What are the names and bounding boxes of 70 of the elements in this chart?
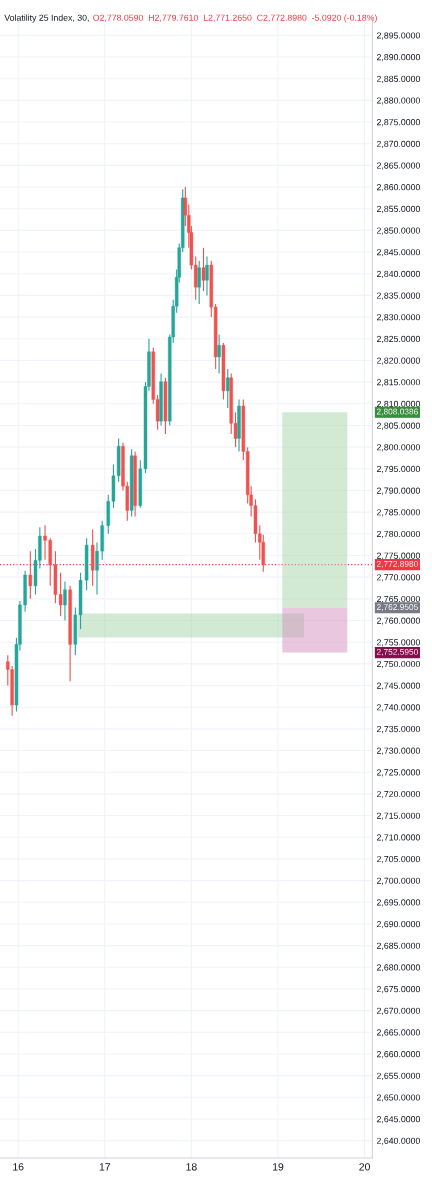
- y-tick-label: 2,890.0000: [376, 54, 420, 62]
- y-tick-label: 2,770.0000: [376, 574, 420, 582]
- y-tick-label: 2,660.0000: [376, 1051, 420, 1059]
- y-tick-label: 2,885.0000: [376, 75, 420, 83]
- x-tick-label: 20: [359, 1163, 370, 1171]
- y-tick-label: 2,840.0000: [376, 270, 420, 279]
- y-tick-label: 2,775.0000: [376, 552, 420, 560]
- ref-line-label: 2,772.8980: [376, 560, 418, 568]
- y-tick-label: 2,855.0000: [376, 205, 420, 214]
- y-tick-label: 2,865.0000: [376, 162, 420, 170]
- y-tick-label: 2,835.0000: [376, 292, 420, 300]
- y-tick-label: 2,685.0000: [376, 942, 420, 950]
- y-tick-label: 2,760.0000: [376, 617, 420, 625]
- y-tick-label: 2,805.0000: [376, 422, 420, 430]
- y-tick-label: 2,825.0000: [376, 335, 420, 344]
- y-tick-label: 2,880.0000: [376, 97, 420, 105]
- candlestick: [217, 333, 221, 374]
- x-tick-label: 18: [186, 1163, 197, 1171]
- y-tick-label: 2,810.0000: [376, 400, 420, 409]
- y-tick-label: 2,895.0000: [376, 32, 420, 40]
- y-tick-label: 2,800.0000: [376, 444, 420, 452]
- chart-title: Volatility 25 Index, 30,: [4, 14, 89, 23]
- y-tick-label: 2,750.0000: [376, 660, 420, 669]
- y-tick-label: 2,740.0000: [376, 704, 420, 712]
- y-tick-label: 2,715.0000: [376, 812, 420, 820]
- y-tick-label: 2,695.0000: [376, 899, 420, 907]
- y-tick-label: 2,650.0000: [376, 1094, 420, 1102]
- x-tick-label: 19: [272, 1163, 284, 1171]
- candlestick: [205, 255, 209, 296]
- x-tick-label: 17: [99, 1163, 111, 1171]
- y-tick-label: 2,795.0000: [376, 465, 420, 474]
- y-tick-label: 2,690.0000: [376, 920, 420, 929]
- y-tick-label: 2,790.0000: [376, 487, 420, 495]
- x-tick-label: 16: [13, 1163, 24, 1171]
- y-tick-label: 2,665.0000: [376, 1029, 420, 1037]
- y-tick-label: 2,845.0000: [376, 249, 420, 257]
- y-tick-label: 2,675.0000: [376, 986, 420, 994]
- y-tick-label: 2,680.0000: [376, 964, 420, 972]
- y-tick-label: 2,785.0000: [376, 509, 420, 517]
- y-tick-label: 2,720.0000: [376, 790, 420, 799]
- text: 2,808.0386: [376, 408, 418, 416]
- candlestick: [201, 247, 206, 292]
- candlestick: [197, 260, 201, 305]
- y-tick-label: 2,710.0000: [376, 834, 420, 842]
- y-tick-label: 2,745.0000: [376, 682, 420, 690]
- y-tick-label: 2,730.0000: [376, 747, 420, 755]
- y-tick-label: 2,820.0000: [376, 357, 420, 365]
- candlestick: [63, 580, 67, 622]
- text: 2,752.5950: [376, 648, 418, 656]
- y-tick-label: 2,735.0000: [376, 725, 420, 734]
- annotation: O2,778.0590 H2,779.7610 L2,771.2650 C2,772.8980 -5.0920 (-0.18%): [93, 14, 377, 23]
- y-tick-label: 2,755.0000: [376, 639, 420, 647]
- candlestick: [28, 550, 33, 600]
- y-tick-label: 2,645.0000: [376, 1116, 420, 1124]
- y-tick-label: 2,765.0000: [376, 595, 420, 604]
- candlestick: [226, 368, 230, 409]
- y-tick-label: 2,725.0000: [376, 769, 420, 777]
- y-tick-label: 2,870.0000: [376, 140, 420, 148]
- y-tick-label: 2,640.0000: [376, 1137, 420, 1145]
- y-tick-label: 2,830.0000: [376, 314, 420, 322]
- y-tick-label: 2,655.0000: [376, 1072, 420, 1080]
- y-tick-label: 2,670.0000: [376, 1007, 420, 1015]
- y-tick-label: 2,700.0000: [376, 877, 420, 885]
- y-tick-label: 2,860.0000: [376, 184, 420, 192]
- y-tick-label: 2,875.0000: [376, 119, 420, 127]
- text: 2,762.9505: [376, 604, 418, 611]
- y-tick-label: 2,850.0000: [376, 227, 420, 235]
- y-tick-label: 2,705.0000: [376, 855, 420, 864]
- y-tick-label: 2,815.0000: [376, 379, 420, 387]
- y-tick-label: 2,780.0000: [376, 530, 420, 539]
